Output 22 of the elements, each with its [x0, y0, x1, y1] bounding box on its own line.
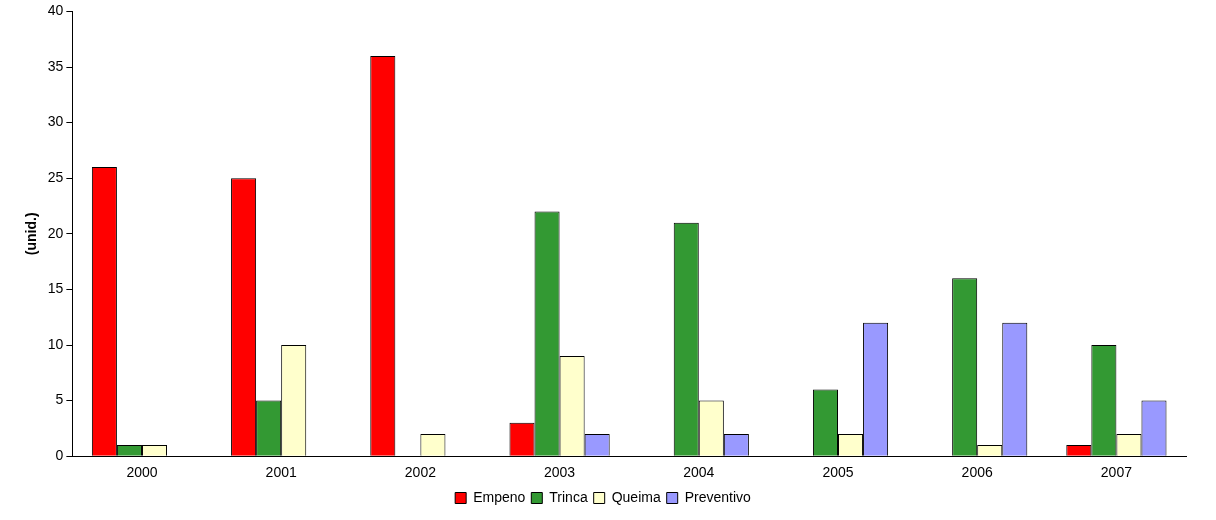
x-tick-label: 2002	[404, 464, 437, 481]
y-tick-label: 5	[55, 391, 64, 408]
y-axis-title: (unid.)	[23, 212, 40, 256]
x-tick-label: 2004	[683, 464, 715, 481]
y-tick-label: 35	[47, 57, 64, 74]
legend-label: Trinca	[549, 488, 588, 505]
y-tick-label: 0	[55, 447, 64, 464]
legend-label: Preventivo	[684, 488, 752, 505]
x-tick-label: 2005	[822, 464, 854, 481]
y-tick-label: 10	[47, 335, 64, 352]
x-tick-label: 2000	[126, 464, 158, 481]
x-tick-label: 2006	[961, 464, 993, 481]
y-tick-label: 40	[47, 2, 64, 19]
y-tick-label: 15	[47, 280, 64, 297]
y-tick-label: 25	[47, 169, 64, 186]
y-tick-label: 30	[47, 113, 64, 130]
x-tick-label: 2003	[544, 464, 576, 481]
x-tick-label: 2007	[1100, 464, 1133, 481]
y-tick-label: 20	[47, 224, 64, 241]
legend-label: Queima	[611, 488, 661, 505]
x-tick-label: 2001	[265, 464, 297, 481]
legend-label: Empeno	[473, 488, 526, 505]
